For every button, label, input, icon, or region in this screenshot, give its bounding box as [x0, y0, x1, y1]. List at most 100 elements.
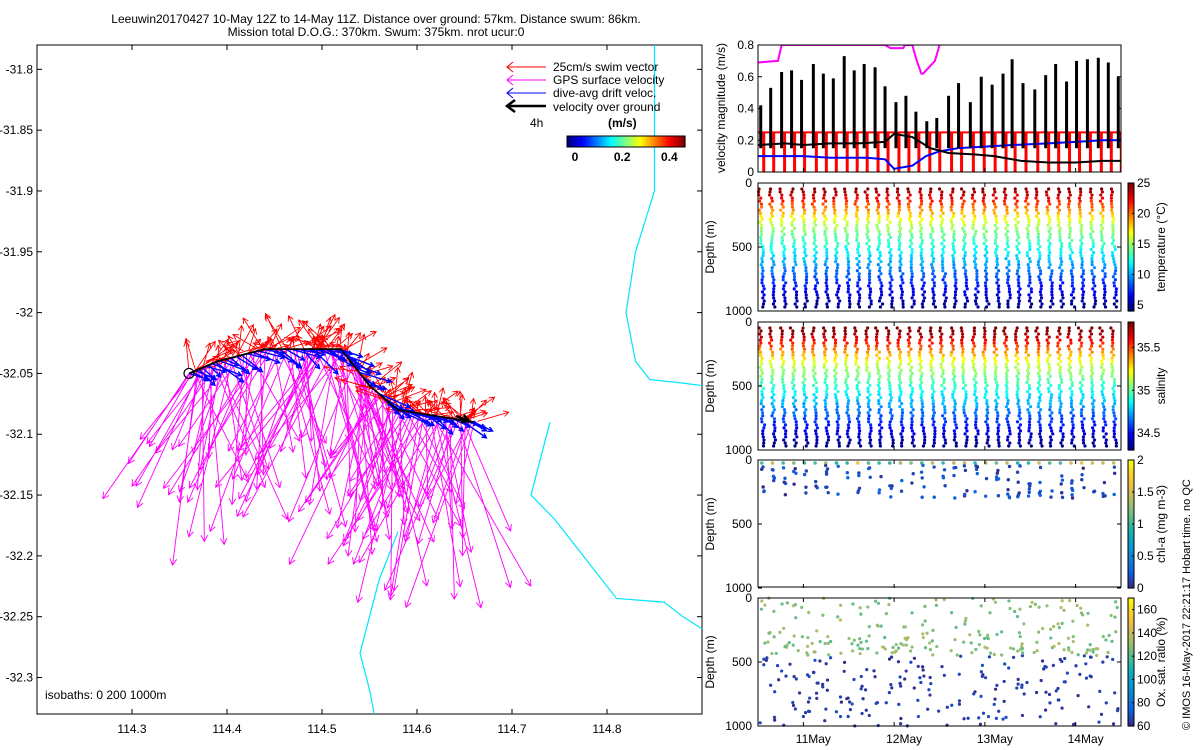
profile-point — [771, 275, 775, 279]
profile-point — [886, 214, 890, 218]
profile-point — [896, 341, 900, 345]
map-colorbar-cell — [611, 136, 614, 147]
profile-point — [804, 287, 808, 291]
profile-point — [1025, 208, 1029, 212]
profile-point — [920, 302, 924, 306]
temperature-cbar-label: temperature (°C) — [1154, 202, 1168, 292]
profile-point — [844, 202, 848, 206]
profile-point — [952, 232, 956, 236]
colorbar-cell — [1128, 237, 1134, 240]
profile-point — [960, 332, 965, 336]
profile-point — [907, 350, 911, 354]
chla-point — [1080, 473, 1084, 477]
profile-point — [984, 420, 988, 424]
profile-point — [974, 444, 978, 448]
profile-point — [898, 232, 902, 236]
profile-point — [919, 380, 924, 385]
profile-point — [780, 356, 784, 360]
profile-point — [877, 380, 881, 385]
colorbar-cell — [1128, 536, 1134, 539]
profile-point — [812, 326, 816, 330]
profile-point — [888, 260, 893, 264]
map-colorbar-cell — [589, 136, 592, 147]
oxygen-point — [926, 707, 930, 711]
profile-point — [793, 368, 797, 372]
oxygen-point — [1037, 605, 1041, 609]
profile-point — [869, 299, 873, 303]
profile-point — [780, 402, 785, 406]
profile-point — [782, 392, 786, 397]
profile-point — [800, 329, 804, 333]
colorbar-cell — [1128, 714, 1134, 717]
colorbar-cell — [1128, 334, 1134, 337]
profile-point — [1067, 196, 1071, 200]
oxygen-point — [1035, 649, 1039, 653]
profile-point — [1014, 359, 1018, 363]
profile-point — [942, 444, 946, 448]
profile-point — [1047, 199, 1051, 203]
oxygen-point — [1000, 630, 1004, 634]
colorbar-cell — [1128, 440, 1134, 443]
profile-point — [1028, 275, 1032, 279]
profile-point — [803, 356, 807, 360]
profile-point — [963, 235, 967, 240]
colorbar-cell — [1128, 692, 1134, 695]
profile-point — [1048, 305, 1052, 309]
profile-point — [929, 347, 933, 351]
map-colorbar-cell — [595, 136, 598, 147]
colorbar-cell — [1128, 650, 1134, 653]
profile-point — [910, 284, 914, 288]
profile-point — [941, 247, 945, 252]
profile-point — [889, 432, 893, 436]
profile-point — [898, 371, 902, 375]
profile-point — [791, 235, 795, 240]
profile-point — [1015, 420, 1020, 424]
isobath-line — [530, 421, 703, 630]
profile-point — [994, 365, 998, 369]
profile-point — [845, 341, 849, 345]
colorbar-cell — [1128, 494, 1134, 497]
profile-point — [795, 435, 799, 439]
map-colorbar-cell — [573, 136, 576, 147]
profile-point — [953, 432, 957, 436]
oxygen-point — [859, 674, 863, 679]
gps-vector-set — [102, 348, 532, 609]
profile-point — [1014, 202, 1018, 206]
profile-point — [974, 426, 978, 430]
profile-point — [1015, 244, 1019, 249]
profile-point — [952, 305, 956, 309]
profile-point — [1100, 377, 1104, 382]
profile-point — [940, 344, 944, 348]
oxygen-point — [1074, 664, 1078, 668]
profile-point — [865, 359, 869, 363]
profile-point — [1048, 408, 1052, 412]
colorbar-cell — [1128, 283, 1134, 286]
profile-point — [767, 341, 772, 345]
map-colorbar-cell — [585, 136, 588, 147]
profile-point — [801, 341, 805, 345]
profile-point — [1025, 250, 1029, 255]
chla-point — [1101, 491, 1105, 496]
chla-point — [1026, 461, 1031, 465]
profile-point — [1003, 196, 1007, 200]
oxygen-point — [777, 678, 781, 682]
profile-point — [983, 332, 987, 336]
profile-point — [994, 368, 998, 372]
profile-point — [1046, 196, 1051, 200]
colorbar-cell — [1128, 195, 1134, 198]
colorbar-cell — [1128, 724, 1134, 727]
profile-point — [886, 208, 890, 212]
profile-point — [1051, 432, 1055, 436]
profile-point — [1006, 223, 1010, 227]
profile-point — [1091, 250, 1096, 255]
profile-point — [1006, 250, 1010, 255]
chla-point — [952, 473, 956, 478]
profile-point — [1100, 190, 1104, 194]
profile-point — [951, 344, 955, 348]
profile-point — [899, 392, 903, 397]
profile-point — [1036, 229, 1040, 233]
profile-point — [907, 353, 911, 357]
profile-point — [813, 253, 817, 258]
profile-point — [790, 211, 795, 215]
profile-point — [1058, 332, 1062, 336]
